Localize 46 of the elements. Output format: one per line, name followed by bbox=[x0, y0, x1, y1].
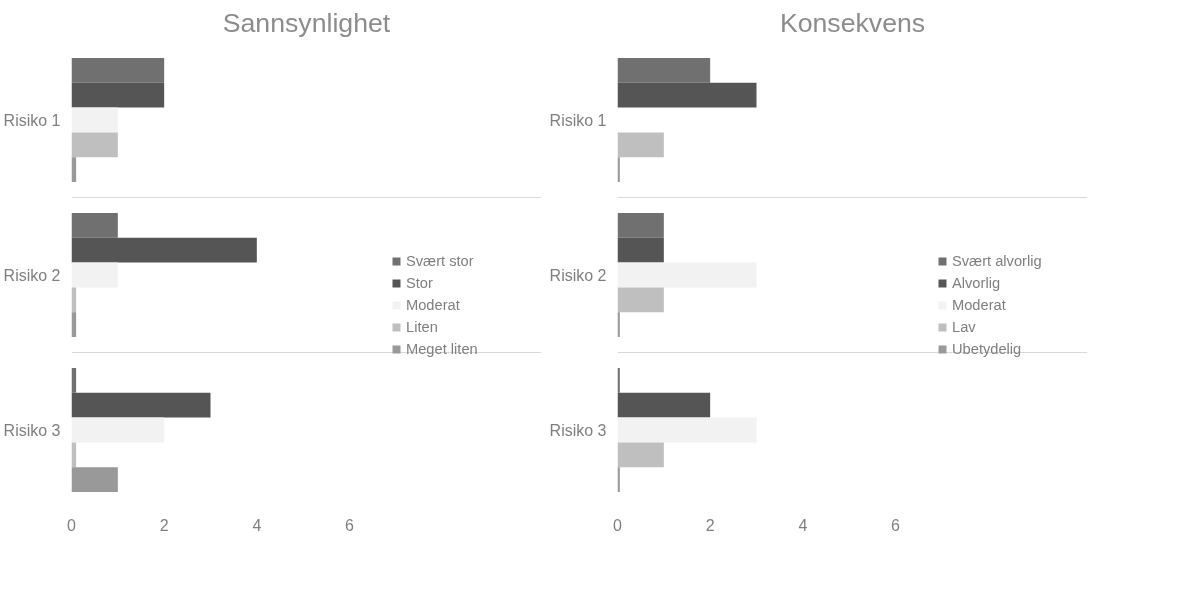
legend-label: Moderat bbox=[952, 297, 1006, 313]
bar bbox=[71, 417, 165, 443]
legend-label: Stor bbox=[406, 275, 433, 291]
bar bbox=[617, 132, 664, 158]
bar bbox=[71, 237, 257, 263]
bar bbox=[71, 82, 165, 108]
x-tick-label: 2 bbox=[705, 516, 715, 534]
legend-label: Alvorlig bbox=[952, 275, 1001, 291]
x-tick-label: 4 bbox=[798, 516, 808, 534]
legend-label: Svært alvorlig bbox=[952, 253, 1042, 269]
y-tick-label: Risiko 2 bbox=[3, 266, 61, 284]
chart-title: Konsekvens bbox=[779, 7, 926, 38]
bar bbox=[71, 58, 165, 83]
y-tick-label: Risiko 1 bbox=[3, 111, 61, 129]
y-tick-label: Risiko 1 bbox=[549, 111, 607, 129]
legend-label: Svært stor bbox=[406, 253, 474, 269]
legend-label: Ubetydelig bbox=[952, 341, 1022, 357]
bar bbox=[617, 262, 757, 288]
legend-label: Moderat bbox=[406, 297, 460, 313]
bar bbox=[617, 213, 664, 238]
x-tick-label: 6 bbox=[345, 516, 355, 534]
x-tick-label: 2 bbox=[159, 516, 169, 534]
x-tick-label: 4 bbox=[252, 516, 262, 534]
y-tick-label: Risiko 2 bbox=[549, 266, 607, 284]
bar bbox=[71, 392, 211, 418]
y-tick-label: Risiko 3 bbox=[549, 421, 607, 439]
bar bbox=[71, 213, 118, 238]
bar bbox=[71, 132, 118, 158]
legend-label: Meget liten bbox=[406, 341, 478, 357]
bar bbox=[617, 442, 664, 468]
bar bbox=[617, 392, 711, 418]
bar bbox=[617, 237, 664, 263]
bar bbox=[617, 58, 711, 83]
x-tick-label: 0 bbox=[613, 516, 623, 534]
chart-title: Sannsynlighet bbox=[222, 7, 391, 38]
y-tick-label: Risiko 3 bbox=[3, 421, 61, 439]
bar bbox=[617, 287, 664, 313]
bar bbox=[71, 107, 118, 133]
bar bbox=[617, 417, 757, 443]
bar bbox=[71, 467, 118, 492]
x-tick-label: 6 bbox=[891, 516, 901, 534]
legend-label: Liten bbox=[406, 319, 438, 335]
x-tick-label: 0 bbox=[67, 516, 77, 534]
bar bbox=[617, 82, 757, 108]
legend-label: Lav bbox=[952, 319, 976, 335]
bar bbox=[71, 262, 118, 288]
